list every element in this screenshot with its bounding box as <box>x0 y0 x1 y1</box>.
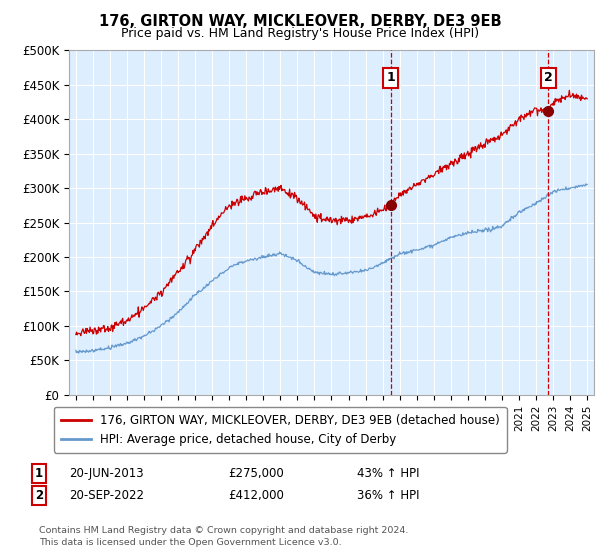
Text: 2: 2 <box>35 489 43 502</box>
Text: 176, GIRTON WAY, MICKLEOVER, DERBY, DE3 9EB: 176, GIRTON WAY, MICKLEOVER, DERBY, DE3 … <box>98 14 502 29</box>
Text: 36% ↑ HPI: 36% ↑ HPI <box>357 489 419 502</box>
Text: Contains HM Land Registry data © Crown copyright and database right 2024.
This d: Contains HM Land Registry data © Crown c… <box>39 526 409 547</box>
Text: 20-JUN-2013: 20-JUN-2013 <box>69 466 143 480</box>
Text: £412,000: £412,000 <box>228 489 284 502</box>
Text: 1: 1 <box>386 72 395 85</box>
Text: £275,000: £275,000 <box>228 466 284 480</box>
Text: Price paid vs. HM Land Registry's House Price Index (HPI): Price paid vs. HM Land Registry's House … <box>121 27 479 40</box>
Text: 1: 1 <box>35 466 43 480</box>
Text: 20-SEP-2022: 20-SEP-2022 <box>69 489 144 502</box>
Text: 43% ↑ HPI: 43% ↑ HPI <box>357 466 419 480</box>
Text: 2: 2 <box>544 72 553 85</box>
Legend: 176, GIRTON WAY, MICKLEOVER, DERBY, DE3 9EB (detached house), HPI: Average price: 176, GIRTON WAY, MICKLEOVER, DERBY, DE3 … <box>54 407 507 453</box>
